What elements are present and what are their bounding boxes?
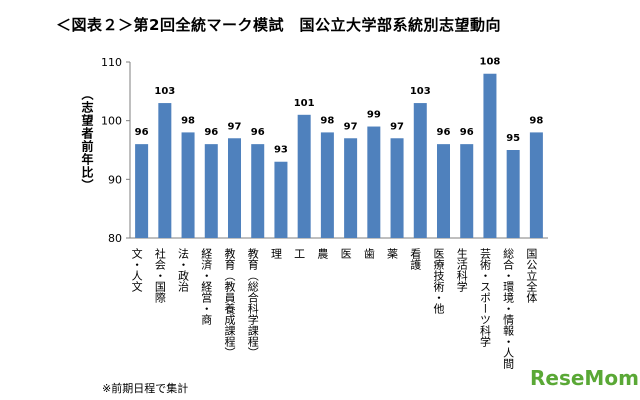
data-label: 96 bbox=[251, 127, 265, 138]
bar bbox=[181, 132, 195, 238]
category-label: 経済・経営・商 bbox=[200, 248, 213, 326]
y-tick-label: 100 bbox=[101, 115, 122, 128]
bar bbox=[320, 132, 334, 238]
category-label: 教育（総合科学課程） bbox=[246, 248, 259, 358]
y-tick-label: 90 bbox=[108, 173, 122, 186]
bar bbox=[135, 144, 149, 238]
category-label: 生活科学 bbox=[455, 247, 468, 292]
data-label: 101 bbox=[294, 98, 315, 109]
data-label: 97 bbox=[344, 121, 358, 132]
footnote: ※前期日程で集計 bbox=[102, 382, 189, 395]
category-label: 社会・国際 bbox=[153, 247, 166, 303]
data-label: 97 bbox=[228, 121, 242, 132]
data-label: 96 bbox=[135, 127, 149, 138]
bar bbox=[297, 114, 311, 238]
bar bbox=[204, 144, 218, 238]
data-label: 99 bbox=[367, 110, 381, 121]
category-label: 看護 bbox=[409, 247, 422, 271]
bar bbox=[460, 144, 474, 238]
data-label: 96 bbox=[437, 127, 451, 138]
resemom-logo: ReseMom bbox=[530, 366, 639, 390]
data-label: 95 bbox=[506, 133, 520, 144]
bar bbox=[529, 132, 543, 238]
data-label: 96 bbox=[460, 127, 474, 138]
y-axis-label: （志望者前年比） bbox=[80, 88, 94, 192]
data-label: 96 bbox=[204, 127, 218, 138]
data-label: 97 bbox=[390, 121, 404, 132]
category-label: 教育（教員養成課程） bbox=[223, 248, 236, 358]
category-label: 総合・環境・情報・人間 bbox=[502, 247, 515, 370]
bar bbox=[227, 138, 242, 238]
bar bbox=[158, 103, 172, 238]
data-label: 98 bbox=[181, 115, 195, 126]
category-label: 工 bbox=[293, 248, 306, 259]
category-label: 薬 bbox=[386, 248, 399, 259]
category-label: 医療技術・他 bbox=[432, 248, 445, 314]
data-label: 108 bbox=[480, 57, 501, 68]
bar bbox=[506, 150, 520, 238]
bar bbox=[436, 144, 451, 238]
bar bbox=[274, 161, 288, 238]
bar bbox=[367, 126, 381, 238]
y-tick-label: 80 bbox=[108, 232, 122, 245]
category-label: 国公立全体 bbox=[525, 248, 538, 303]
category-label: 芸術・スポーツ科学 bbox=[478, 248, 491, 347]
data-label: 98 bbox=[529, 115, 543, 126]
data-label: 93 bbox=[274, 145, 288, 156]
category-label: 歯 bbox=[362, 248, 375, 260]
category-label: 理 bbox=[269, 248, 282, 259]
bar bbox=[390, 138, 404, 238]
data-label: 103 bbox=[410, 86, 431, 97]
data-label: 98 bbox=[320, 115, 334, 126]
category-label: 法・政治 bbox=[177, 247, 190, 293]
category-label: 農 bbox=[316, 247, 329, 260]
y-tick-label: 110 bbox=[101, 56, 122, 69]
bar bbox=[483, 73, 497, 238]
bar bbox=[251, 144, 265, 238]
category-label: 医 bbox=[339, 248, 352, 259]
category-label: 文・人文 bbox=[130, 247, 143, 292]
bar bbox=[344, 138, 358, 238]
bar bbox=[413, 103, 427, 238]
data-label: 103 bbox=[154, 86, 175, 97]
chart-title: ＜図表２＞第2回全統マーク模試 国公立大学部系統別志望動向 bbox=[56, 16, 501, 34]
